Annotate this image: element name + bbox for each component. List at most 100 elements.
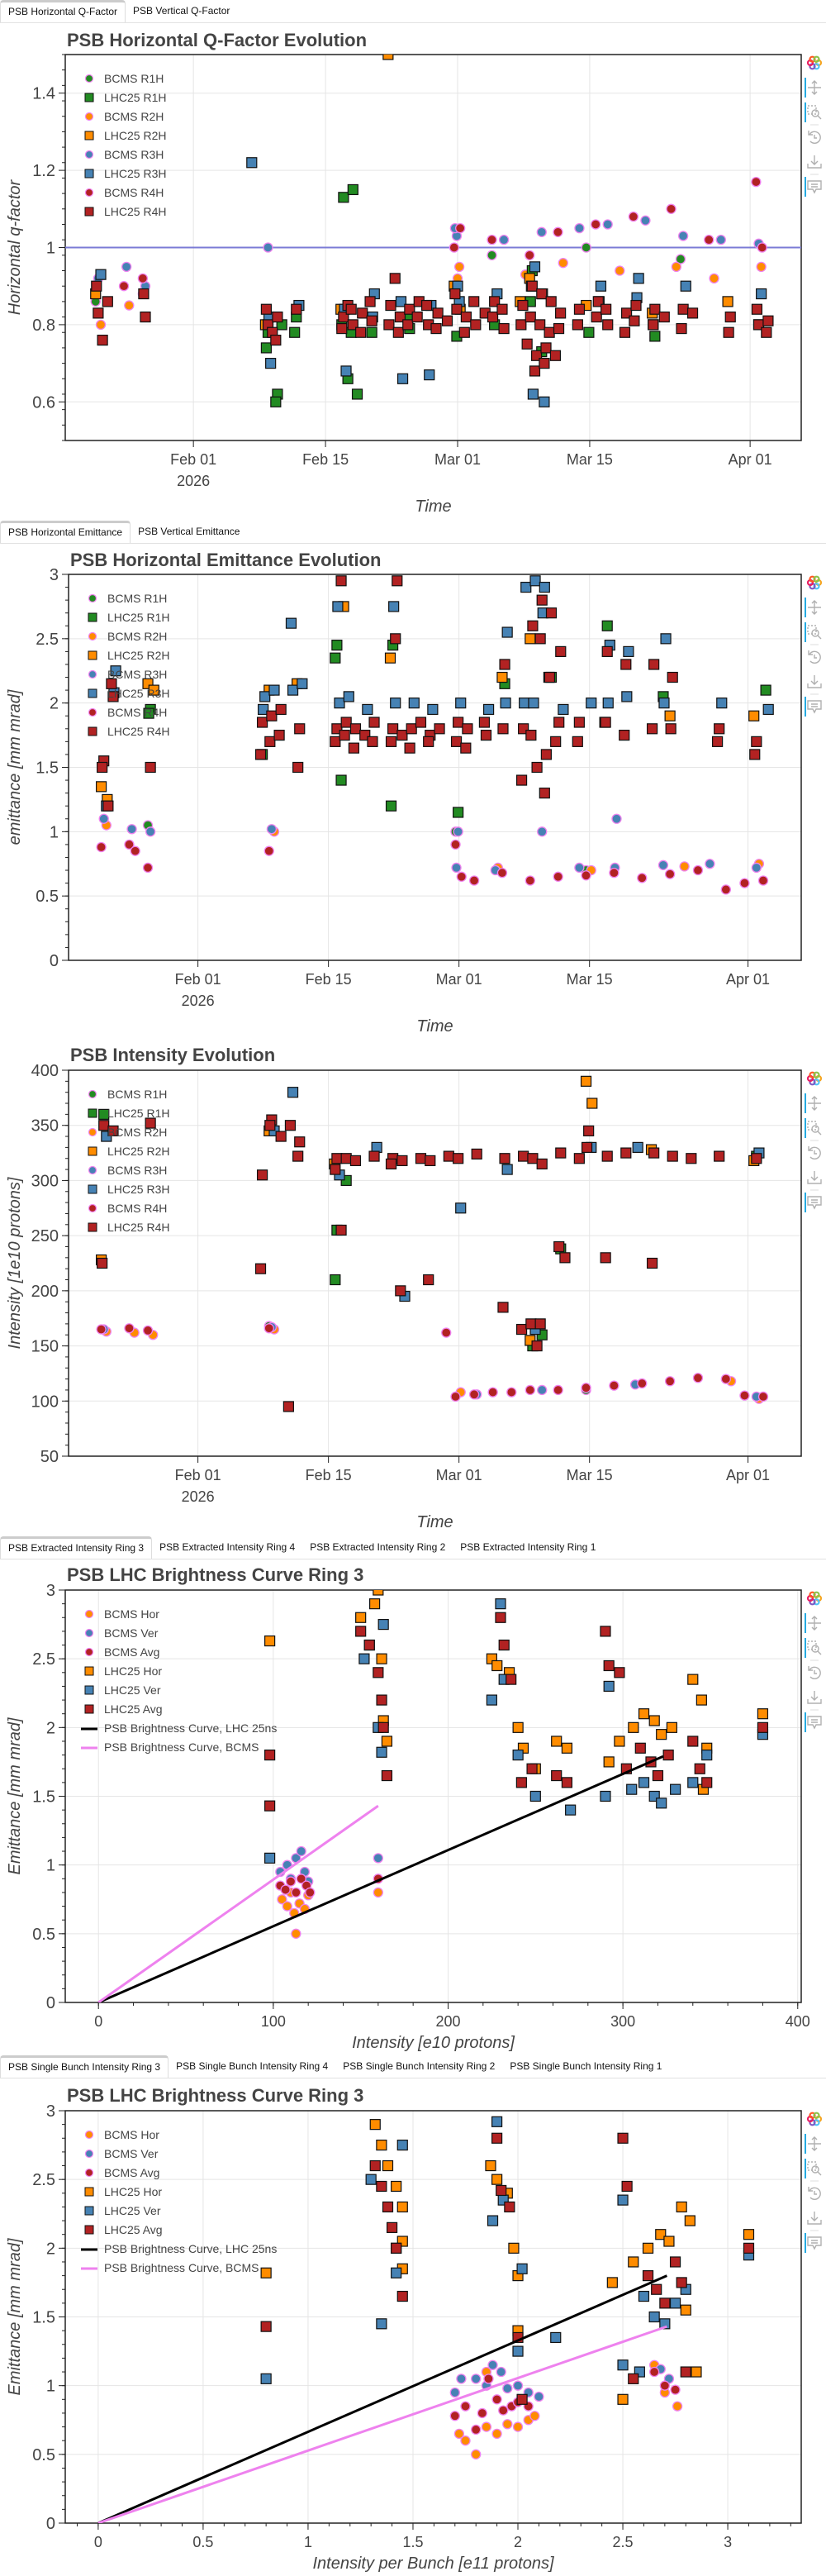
tab-psb-extracted-intensity-ring-1[interactable]: PSB Extracted Intensity Ring 1 [460, 1541, 596, 1553]
legend-item[interactable]: BCMS R2H [88, 1126, 168, 1139]
legend-item[interactable]: BCMS R2H [88, 630, 168, 643]
legend-item[interactable]: LHC25 R3H [84, 167, 166, 180]
tab-psb-horizontal-q-factor[interactable]: PSB Horizontal Q-Factor [0, 0, 126, 22]
legend-item[interactable]: LHC25 R1H [84, 91, 166, 104]
legend-item[interactable]: LHC25 R2H [84, 129, 166, 142]
bokeh-logo-icon[interactable] [806, 1071, 823, 1086]
legend-item[interactable]: LHC25 Hor [84, 1664, 162, 1678]
hover-icon[interactable] [805, 1712, 822, 1732]
tab-psb-single-bunch-intensity-ring-4[interactable]: PSB Single Bunch Intensity Ring 4 [176, 2060, 329, 2072]
save-icon[interactable] [807, 1691, 822, 1704]
hover-icon[interactable] [805, 1193, 822, 1212]
reset-icon[interactable] [808, 131, 821, 144]
plot-area[interactable] [95, 575, 774, 895]
plot-frame[interactable] [68, 1069, 802, 1457]
data-point [420, 299, 433, 312]
legend-item[interactable]: BCMS R4H [84, 186, 164, 199]
tab-psb-extracted-intensity-ring-2[interactable]: PSB Extracted Intensity Ring 2 [310, 1541, 446, 1553]
tab-psb-single-bunch-intensity-ring-2[interactable]: PSB Single Bunch Intensity Ring 2 [343, 2060, 496, 2072]
y-axis-label: Emittance [mm mrad] [6, 2238, 24, 2395]
tab-psb-vertical-emittance[interactable]: PSB Vertical Emittance [138, 526, 240, 537]
legend-item[interactable]: BCMS R4H [88, 1202, 168, 1215]
hover-icon[interactable] [805, 2233, 822, 2253]
pan-icon[interactable] [805, 1613, 821, 1633]
legend-item[interactable]: BCMS R1H [88, 592, 168, 605]
legend-item[interactable]: PSB Brightness Curve, LHC 25ns [81, 2242, 277, 2255]
hover-icon[interactable] [805, 177, 822, 197]
legend-item[interactable]: LHC25 R2H [88, 649, 169, 662]
tab-psb-vertical-q-factor[interactable]: PSB Vertical Q-Factor [133, 5, 230, 17]
legend-item[interactable]: BCMS Ver [84, 1626, 159, 1640]
legend-item[interactable]: LHC25 Avg [84, 2223, 163, 2236]
legend-item[interactable]: LHC25 R1H [88, 611, 169, 624]
legend-item[interactable]: BCMS R2H [84, 110, 164, 123]
data-point [669, 2256, 681, 2268]
data-point [712, 736, 724, 747]
save-icon[interactable] [807, 1171, 822, 1184]
legend-item[interactable]: LHC25 R4H [88, 1221, 169, 1234]
tab-psb-single-bunch-intensity-ring-1[interactable]: PSB Single Bunch Intensity Ring 1 [510, 2060, 662, 2072]
data-point [376, 1694, 387, 1706]
reset-icon[interactable] [808, 1146, 821, 1159]
pan-icon[interactable] [805, 1093, 821, 1113]
legend-item[interactable]: LHC25 R4H [88, 725, 169, 738]
legend-item[interactable]: LHC25 R1H [88, 1107, 169, 1120]
tab-psb-horizontal-emittance[interactable]: PSB Horizontal Emittance [0, 521, 131, 543]
box-zoom-icon[interactable] [805, 622, 822, 642]
tab-psb-extracted-intensity-ring-4[interactable]: PSB Extracted Intensity Ring 4 [159, 1541, 296, 1553]
legend-item[interactable]: LHC25 Avg [84, 1702, 163, 1716]
hover-icon[interactable] [805, 697, 822, 717]
legend-item[interactable]: BCMS R3H [88, 1164, 168, 1177]
y-tick-label: 2 [46, 1719, 55, 1737]
legend-item[interactable]: BCMS R3H [88, 668, 168, 681]
x-axis-label: Intensity [e10 protons] [352, 2034, 515, 2052]
box-zoom-icon[interactable] [805, 102, 822, 122]
reset-icon[interactable] [808, 2187, 821, 2200]
legend-item[interactable]: BCMS R4H [88, 706, 168, 719]
box-zoom-icon[interactable] [805, 1638, 822, 1658]
legend-item[interactable]: BCMS Hor [84, 1607, 160, 1621]
legend-item[interactable]: LHC25 R2H [88, 1145, 169, 1158]
legend-item[interactable]: BCMS Hor [84, 2128, 160, 2141]
legend-item[interactable]: BCMS Avg [84, 2166, 160, 2179]
pan-icon[interactable] [805, 2134, 821, 2154]
save-icon[interactable] [807, 2212, 822, 2225]
data-point [376, 1653, 387, 1664]
tab-psb-extracted-intensity-ring-3[interactable]: PSB Extracted Intensity Ring 3 [0, 1536, 153, 1559]
legend-item[interactable]: PSB Brightness Curve, BCMS [81, 2261, 259, 2274]
plot-area[interactable] [97, 2116, 755, 2523]
save-icon[interactable] [807, 155, 822, 169]
reset-icon[interactable] [808, 1666, 821, 1679]
legend-label: BCMS Hor [104, 1607, 159, 1621]
pan-icon[interactable] [805, 598, 821, 617]
legend-item[interactable]: LHC25 Ver [84, 2204, 161, 2217]
legend-item[interactable]: LHC25 Hor [84, 2185, 162, 2198]
data-point [606, 2277, 618, 2288]
pan-icon[interactable] [805, 78, 821, 98]
legend-item[interactable]: BCMS R1H [88, 1088, 168, 1101]
bokeh-logo-icon[interactable] [806, 575, 823, 590]
save-icon[interactable] [807, 675, 822, 688]
legend-item[interactable]: PSB Brightness Curve, BCMS [81, 1740, 259, 1754]
legend-item[interactable]: LHC25 R3H [88, 1183, 169, 1196]
data-point [330, 1274, 341, 1286]
bokeh-logo-icon[interactable] [806, 1591, 823, 1606]
legend-item[interactable]: BCMS R3H [84, 148, 164, 161]
plot-area[interactable] [65, 50, 801, 407]
legend-item[interactable]: PSB Brightness Curve, LHC 25ns [81, 1721, 277, 1735]
plot-area[interactable] [95, 1075, 769, 1412]
plot-area[interactable] [97, 1585, 769, 2002]
legend-item[interactable]: BCMS Ver [84, 2147, 159, 2160]
box-zoom-icon[interactable] [805, 2159, 822, 2178]
bokeh-logo-icon[interactable] [806, 55, 823, 70]
legend-item[interactable]: BCMS R1H [84, 72, 164, 85]
legend-item[interactable]: LHC25 Ver [84, 1683, 161, 1697]
legend-item[interactable]: LHC25 R3H [88, 687, 169, 700]
tab-psb-single-bunch-intensity-ring-3[interactable]: PSB Single Bunch Intensity Ring 3 [0, 2055, 169, 2078]
legend-item[interactable]: BCMS Avg [84, 1645, 160, 1659]
data-point [291, 303, 302, 315]
reset-icon[interactable] [808, 650, 821, 664]
bokeh-logo-icon[interactable] [806, 2112, 823, 2126]
legend-item[interactable]: LHC25 R4H [84, 205, 166, 218]
box-zoom-icon[interactable] [805, 1118, 822, 1138]
